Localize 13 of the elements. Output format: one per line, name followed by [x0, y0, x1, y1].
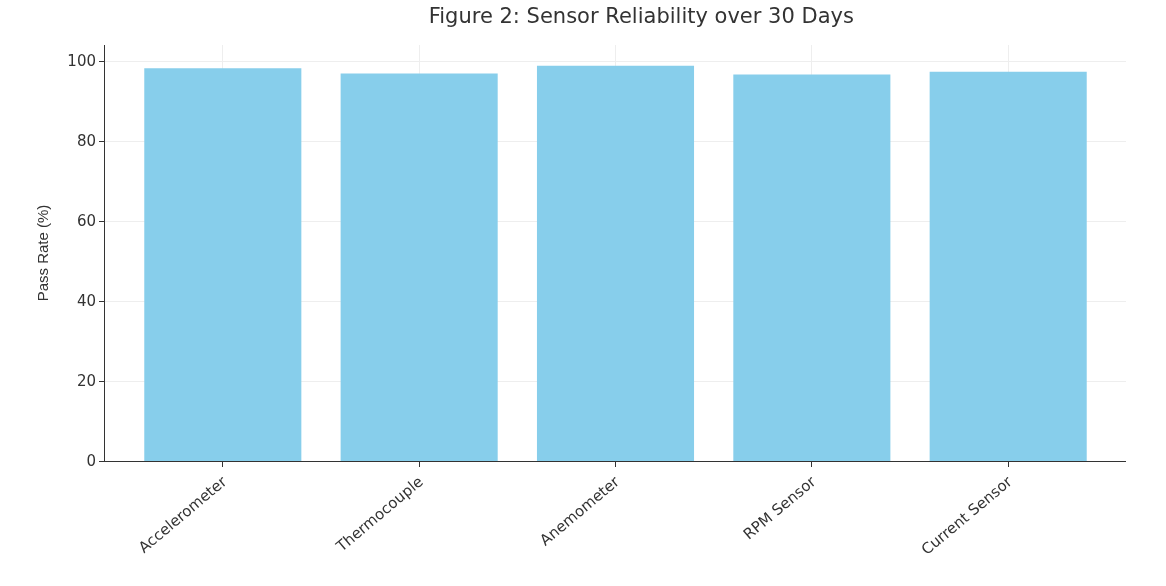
chart-title: Figure 2: Sensor Reliability over 30 Days: [428, 4, 854, 29]
y-tick-label: 40: [76, 292, 96, 311]
y-tick-label: 0: [86, 452, 96, 471]
bar: [144, 68, 302, 461]
y-tick-label: 80: [76, 132, 96, 151]
y-tick-label: 20: [76, 372, 96, 391]
y-tick-label: 100: [67, 52, 96, 71]
bar: [733, 74, 891, 461]
y-axis-title: Pass Rate (%): [33, 204, 51, 302]
y-tick-label: 60: [76, 212, 96, 231]
bar: [340, 73, 498, 461]
bar: [536, 65, 695, 461]
bar: [929, 71, 1087, 461]
